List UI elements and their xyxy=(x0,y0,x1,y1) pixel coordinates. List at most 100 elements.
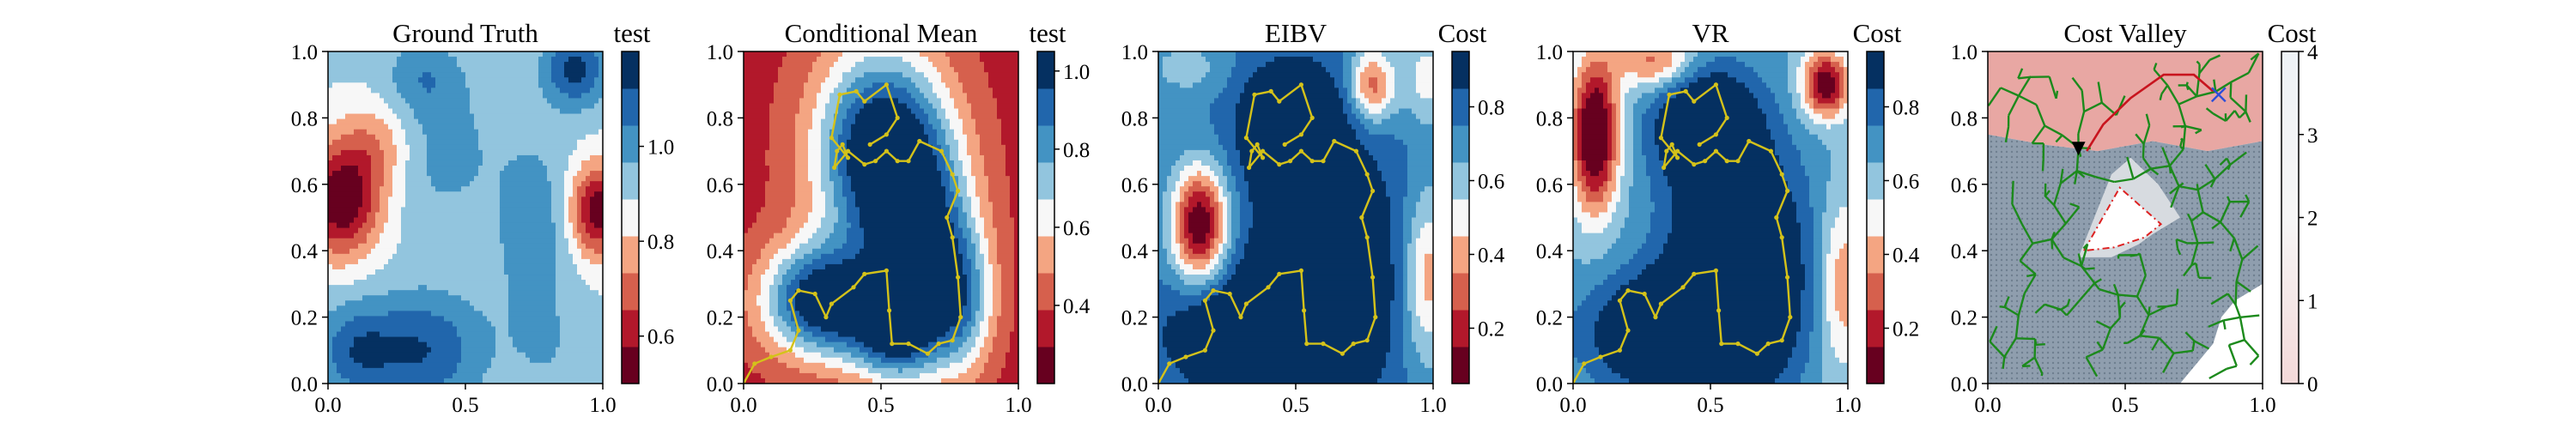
heatmap-cell xyxy=(392,258,398,265)
heatmap-cell xyxy=(530,238,535,245)
heatmap-cell xyxy=(380,253,385,260)
heatmap-cell xyxy=(577,321,582,328)
heatmap-cell xyxy=(765,253,770,260)
heatmap-cell xyxy=(551,295,556,301)
heatmap-cell xyxy=(431,305,436,311)
heatmap-cell xyxy=(448,295,453,301)
heatmap-cell xyxy=(774,357,779,364)
heatmap-cell xyxy=(341,139,346,146)
heatmap-cell xyxy=(375,217,380,224)
heatmap-cell xyxy=(367,253,372,260)
heatmap-cell xyxy=(358,207,363,214)
heatmap-cell xyxy=(778,181,783,187)
heatmap-cell xyxy=(444,51,449,57)
heatmap-cell xyxy=(534,263,539,270)
heatmap-cell xyxy=(388,113,393,120)
heatmap-cell xyxy=(388,378,393,384)
heatmap-cell xyxy=(769,233,775,239)
heatmap-cell xyxy=(517,248,522,255)
heatmap-cell xyxy=(448,181,453,187)
heatmap-cell xyxy=(513,352,518,359)
heatmap-cell xyxy=(534,362,539,369)
heatmap-cell xyxy=(457,98,462,105)
heatmap-cell xyxy=(778,280,783,286)
heatmap-cell xyxy=(774,134,779,141)
heatmap-cell xyxy=(341,166,346,172)
heatmap-cell xyxy=(744,181,749,187)
heatmap-cell xyxy=(427,186,432,192)
heatmap-cell xyxy=(444,258,449,265)
heatmap-cell xyxy=(461,154,466,161)
heatmap-cell xyxy=(401,233,406,239)
heatmap-cell xyxy=(337,243,342,250)
heatmap-cell xyxy=(491,357,496,364)
heatmap-cell xyxy=(483,154,488,161)
heatmap-cell xyxy=(744,82,749,88)
heatmap-cell xyxy=(598,77,603,83)
heatmap-cell xyxy=(568,113,574,120)
heatmap-cell xyxy=(444,362,449,369)
heatmap-cell xyxy=(799,98,805,105)
heatmap-cell xyxy=(487,212,492,219)
heatmap-cell xyxy=(384,227,389,234)
heatmap-cell xyxy=(384,93,389,100)
heatmap-cell xyxy=(504,57,509,63)
heatmap-cell xyxy=(521,82,526,88)
heatmap-cell xyxy=(530,367,535,374)
heatmap-cell xyxy=(765,321,770,328)
heatmap-cell xyxy=(358,263,363,270)
heatmap-cell xyxy=(448,352,453,359)
heatmap-cell xyxy=(431,51,436,57)
heatmap-cell xyxy=(384,129,389,136)
heatmap-cell xyxy=(483,181,488,187)
heatmap-cell xyxy=(791,129,796,136)
heatmap-cell xyxy=(534,207,539,214)
heatmap-cell xyxy=(521,357,526,364)
heatmap-cell xyxy=(748,176,753,182)
heatmap-cell xyxy=(752,62,757,68)
heatmap-cell xyxy=(568,295,574,301)
heatmap-cell xyxy=(590,144,595,151)
heatmap-cell xyxy=(782,103,787,110)
heatmap-cell xyxy=(564,124,569,130)
heatmap-cell xyxy=(380,378,385,384)
heatmap-cell xyxy=(774,124,779,130)
heatmap-cell xyxy=(465,160,471,166)
heatmap-cell xyxy=(444,233,449,239)
heatmap-cell xyxy=(392,196,398,202)
heatmap-cell xyxy=(375,202,380,208)
heatmap-cell xyxy=(397,295,402,301)
heatmap-cell xyxy=(590,280,595,286)
heatmap-cell xyxy=(380,144,385,151)
heatmap-cell xyxy=(795,336,800,343)
heatmap-cell xyxy=(410,300,415,306)
heatmap-cell xyxy=(397,154,402,161)
heatmap-cell xyxy=(778,222,783,229)
heatmap-cell xyxy=(782,238,787,245)
heatmap-cell xyxy=(435,77,440,83)
heatmap-cell xyxy=(778,321,783,328)
heatmap-cell xyxy=(410,129,415,136)
heatmap-cell xyxy=(526,238,531,245)
heatmap-cell xyxy=(495,248,501,255)
heatmap-cell xyxy=(397,280,402,286)
heatmap-cell xyxy=(752,357,757,364)
heatmap-cell xyxy=(337,258,342,265)
heatmap-cell xyxy=(521,269,526,275)
heatmap-cell xyxy=(547,62,552,68)
heatmap-cell xyxy=(392,347,398,353)
heatmap-cell xyxy=(556,321,561,328)
heatmap-cell xyxy=(778,171,783,177)
heatmap-cell xyxy=(752,191,757,197)
heatmap-cell xyxy=(564,341,569,348)
heatmap-cell xyxy=(341,202,346,208)
heatmap-cell xyxy=(594,311,599,317)
heatmap-cell xyxy=(530,357,535,364)
heatmap-cell xyxy=(795,77,800,83)
heatmap-cell xyxy=(418,134,423,141)
heatmap-cell xyxy=(581,263,586,270)
heatmap-cell xyxy=(341,191,346,197)
heatmap-cell xyxy=(337,160,342,166)
heatmap-cell xyxy=(444,124,449,130)
heatmap-cell xyxy=(345,269,350,275)
